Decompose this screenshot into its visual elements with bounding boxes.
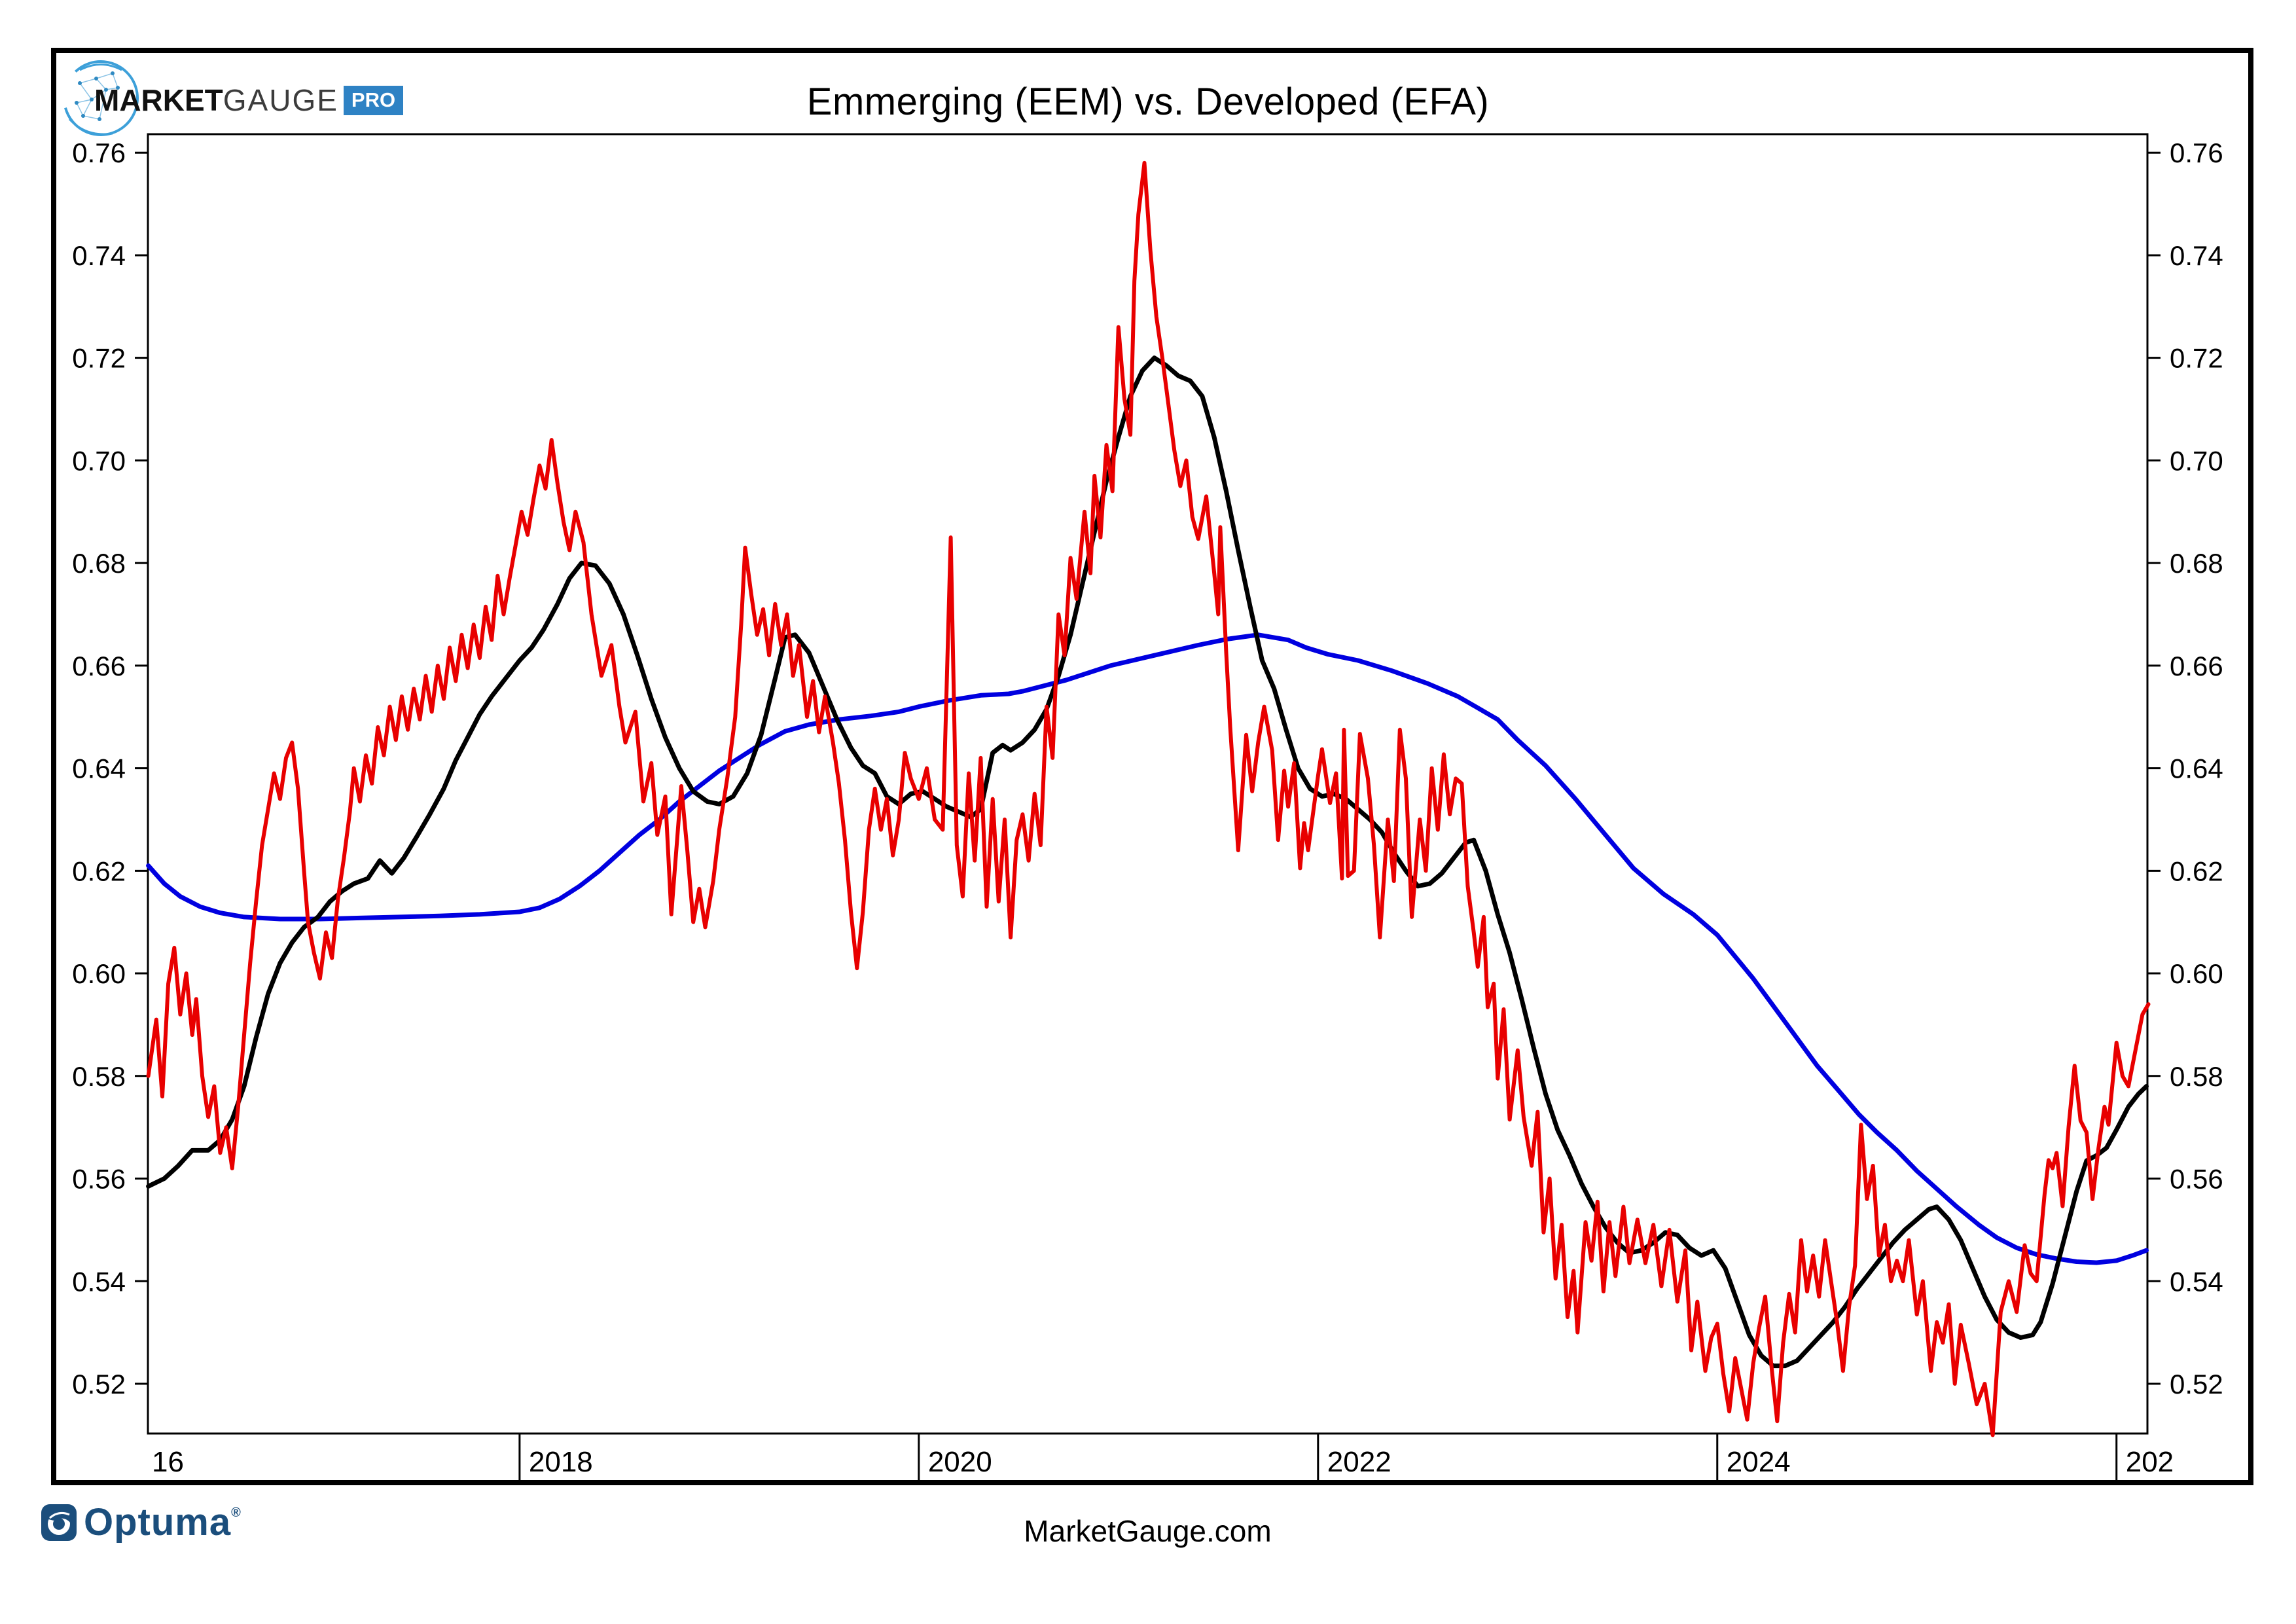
x-axis-label: 2018 — [529, 1446, 593, 1478]
y-axis-label-right: 0.60 — [2170, 958, 2223, 989]
x-axis-label: 202 — [2126, 1446, 2174, 1478]
y-axis-label-right: 0.64 — [2170, 753, 2223, 784]
logo-gauge-text: GAUGE — [223, 83, 338, 117]
y-axis-label-right: 0.70 — [2170, 445, 2223, 476]
y-axis-label-left: 0.58 — [72, 1061, 126, 1092]
y-axis-label-right: 0.68 — [2170, 548, 2223, 579]
y-axis-label-left: 0.70 — [72, 445, 126, 476]
y-axis-label-right: 0.52 — [2170, 1369, 2223, 1399]
logo-pro-badge: PRO — [343, 86, 404, 115]
y-axis-label-right: 0.72 — [2170, 343, 2223, 374]
optuma-logo: Optuma® — [41, 1500, 242, 1544]
optuma-wordmark: Optuma® — [84, 1500, 242, 1544]
marketgauge-wordmark: MARKETGAUGE PRO — [94, 82, 404, 118]
series-blue-long-ma — [146, 632, 2149, 1265]
y-axis-label-left: 0.74 — [72, 240, 126, 271]
y-axis-label-left: 0.72 — [72, 343, 126, 374]
y-axis-label-right: 0.66 — [2170, 651, 2223, 681]
x-axis-label: 2020 — [928, 1446, 992, 1478]
y-axis-label-left: 0.56 — [72, 1164, 126, 1195]
y-axis-label-left: 0.68 — [72, 548, 126, 579]
x-axis-label: 2022 — [1327, 1446, 1391, 1478]
y-axis-label-left: 0.54 — [72, 1266, 126, 1297]
series-red-weekly-ratio — [146, 160, 2151, 1437]
timeframe-block — [1759, 56, 2165, 65]
page-title: Emmerging (EEM) vs. Developed (EFA) — [806, 81, 1490, 123]
x-axis-label: 16 — [152, 1446, 184, 1478]
y-axis-label-left: 0.64 — [72, 753, 126, 784]
y-axis-label-right: 0.74 — [2170, 240, 2223, 271]
plot-border — [147, 133, 2149, 1435]
logo-market-text: MARKET — [94, 83, 223, 117]
y-axis-label-left: 0.62 — [72, 856, 126, 886]
series-black-short-ma — [146, 355, 2149, 1369]
optuma-text: Optuma — [84, 1501, 232, 1543]
y-axis-label-left: 0.66 — [72, 651, 126, 681]
optuma-icon — [41, 1504, 77, 1541]
registered-mark: ® — [231, 1506, 242, 1520]
globe-icon — [63, 60, 139, 136]
y-axis-label-right: 0.62 — [2170, 856, 2223, 886]
y-axis-label-left: 0.52 — [72, 1369, 126, 1399]
y-axis-label-right: 0.58 — [2170, 1061, 2223, 1092]
y-axis-label-left: 0.60 — [72, 958, 126, 989]
y-axis-label-right: 0.54 — [2170, 1266, 2223, 1297]
footer-site-text: MarketGauge.com — [1024, 1514, 1272, 1548]
y-axis-label-left: 0.76 — [72, 137, 126, 168]
y-axis-label-right: 0.56 — [2170, 1164, 2223, 1195]
y-axis-label-right: 0.76 — [2170, 137, 2223, 168]
x-axis-label: 2024 — [1727, 1446, 1791, 1478]
